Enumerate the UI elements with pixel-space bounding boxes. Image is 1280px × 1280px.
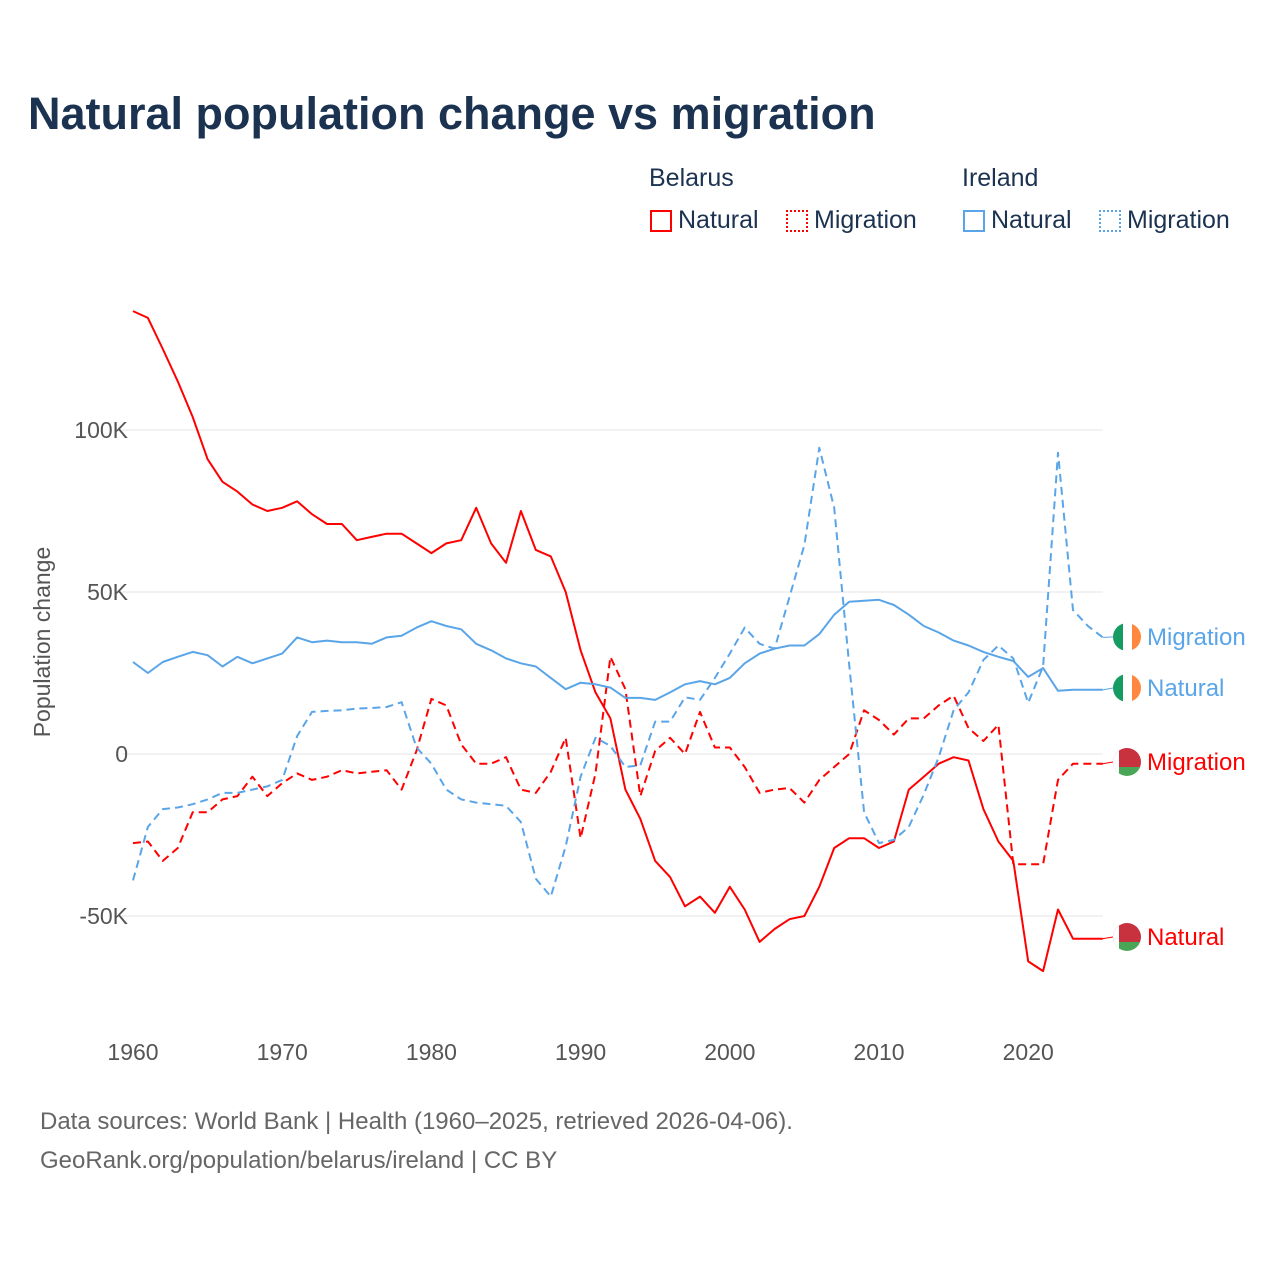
x-tick-label: 2010 [853,1039,904,1065]
x-tick-label: 2000 [704,1039,755,1065]
belarus-flag-icon [1113,923,1141,951]
x-tick-label: 1980 [406,1039,457,1065]
footer-sources: Data sources: World Bank | Health (1960–… [40,1108,793,1135]
legend-belarus-migration[interactable]: Migration [786,206,917,235]
y-tick-label: -50K [79,903,128,929]
x-tick-label: 2020 [1003,1039,1054,1065]
belarus-flag-icon [1113,748,1141,776]
series-line-belarus-natural [132,310,1103,973]
legend-label: Natural [678,206,759,234]
end-label: Migration [1147,749,1246,776]
legend-label: Migration [814,206,917,234]
end-connector [1102,936,1114,940]
ireland-flag-icon [1113,674,1141,702]
series-line-belarus-migration [132,655,1103,866]
solid-swatch-icon [650,209,672,232]
y-axis-label: Population change [29,547,55,738]
series-line-ireland-migration [132,446,1104,898]
legend-label: Natural [991,206,1072,234]
end-label: Natural [1147,924,1224,951]
end-label: Natural [1147,675,1224,702]
legend-ireland-natural[interactable]: Natural [963,206,1072,235]
y-tick-label: 100K [74,417,128,443]
legend-label: Migration [1127,206,1230,234]
y-tick-label: 0 [115,741,128,767]
dashed-swatch-icon [1099,209,1121,232]
end-connector [1102,761,1114,765]
end-connector [1102,687,1114,691]
solid-swatch-icon [963,209,985,232]
x-tick-label: 1990 [555,1039,606,1065]
x-tick-label: 1960 [107,1039,158,1065]
end-label: Migration [1147,624,1246,651]
legend-ireland-migration[interactable]: Migration [1099,206,1230,235]
legend-belarus-natural[interactable]: Natural [650,206,759,235]
legend-group-ireland: Ireland [962,164,1039,192]
ireland-flag-icon [1113,623,1141,651]
y-tick-label: 50K [87,579,129,605]
x-tick-label: 1970 [257,1039,308,1065]
footer-url[interactable]: GeoRank.org/population/belarus/ireland |… [40,1147,558,1174]
dashed-swatch-icon [786,209,808,232]
chart-title: Natural population change vs migration [28,88,876,139]
legend-group-belarus: Belarus [649,164,734,192]
series-line-ireland-natural [132,598,1103,701]
